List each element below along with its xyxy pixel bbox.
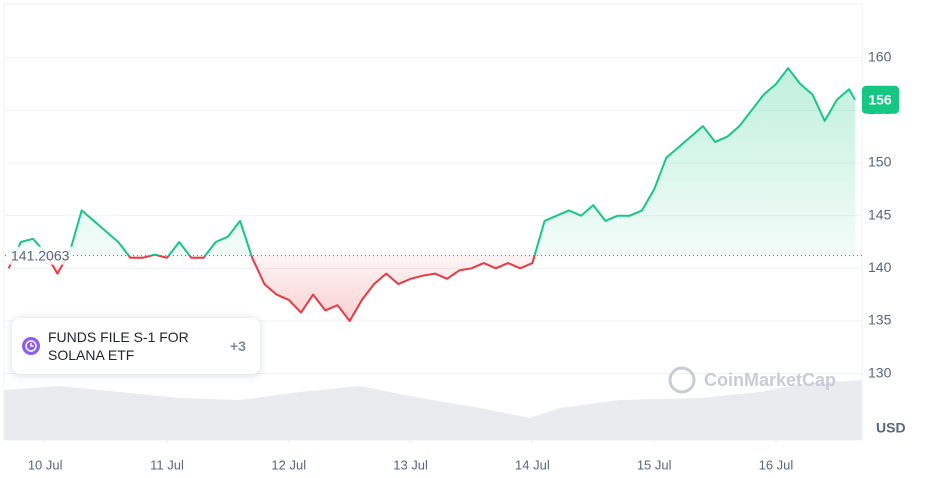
y-tick-label: 160 [868, 48, 892, 64]
baseline-label-bg [8, 246, 72, 265]
watermark-logo [668, 366, 696, 394]
x-tick-label: 15 Jul [637, 457, 672, 472]
watermark: CoinMarketCap [668, 366, 836, 394]
y-tick-label: 145 [868, 206, 892, 222]
event-annotation[interactable]: FUNDS FILE S-1 FOR SOLANA ETF +3 [12, 318, 260, 374]
event-text: FUNDS FILE S-1 FOR SOLANA ETF [48, 329, 189, 363]
y-tick-label: 130 [868, 364, 892, 380]
x-tick-label: 13 Jul [393, 457, 428, 472]
clock-icon [25, 340, 37, 352]
y-tick-label: 140 [868, 259, 892, 275]
volume-area [4, 380, 862, 440]
x-tick-label: 11 Jul [150, 457, 184, 472]
price-tag [862, 85, 899, 114]
watermark-text: CoinMarketCap [704, 370, 836, 390]
y-tick-label: 135 [868, 312, 892, 328]
x-tick-label: 16 Jul [759, 457, 794, 472]
unit-label: USD [876, 420, 906, 436]
y-tick-label: 150 [868, 154, 892, 170]
baseline-label: 141.2063 [11, 247, 70, 263]
area-fill [8, 68, 856, 321]
event-more[interactable]: +3 [230, 338, 246, 354]
x-tick-label: 12 Jul [271, 457, 306, 472]
x-tick-label: 14 Jul [515, 457, 550, 472]
event-icon [22, 337, 40, 355]
price-line [7, 67, 856, 322]
price-tag-label: 156 [868, 91, 892, 107]
x-tick-label: 10 Jul [28, 457, 63, 472]
